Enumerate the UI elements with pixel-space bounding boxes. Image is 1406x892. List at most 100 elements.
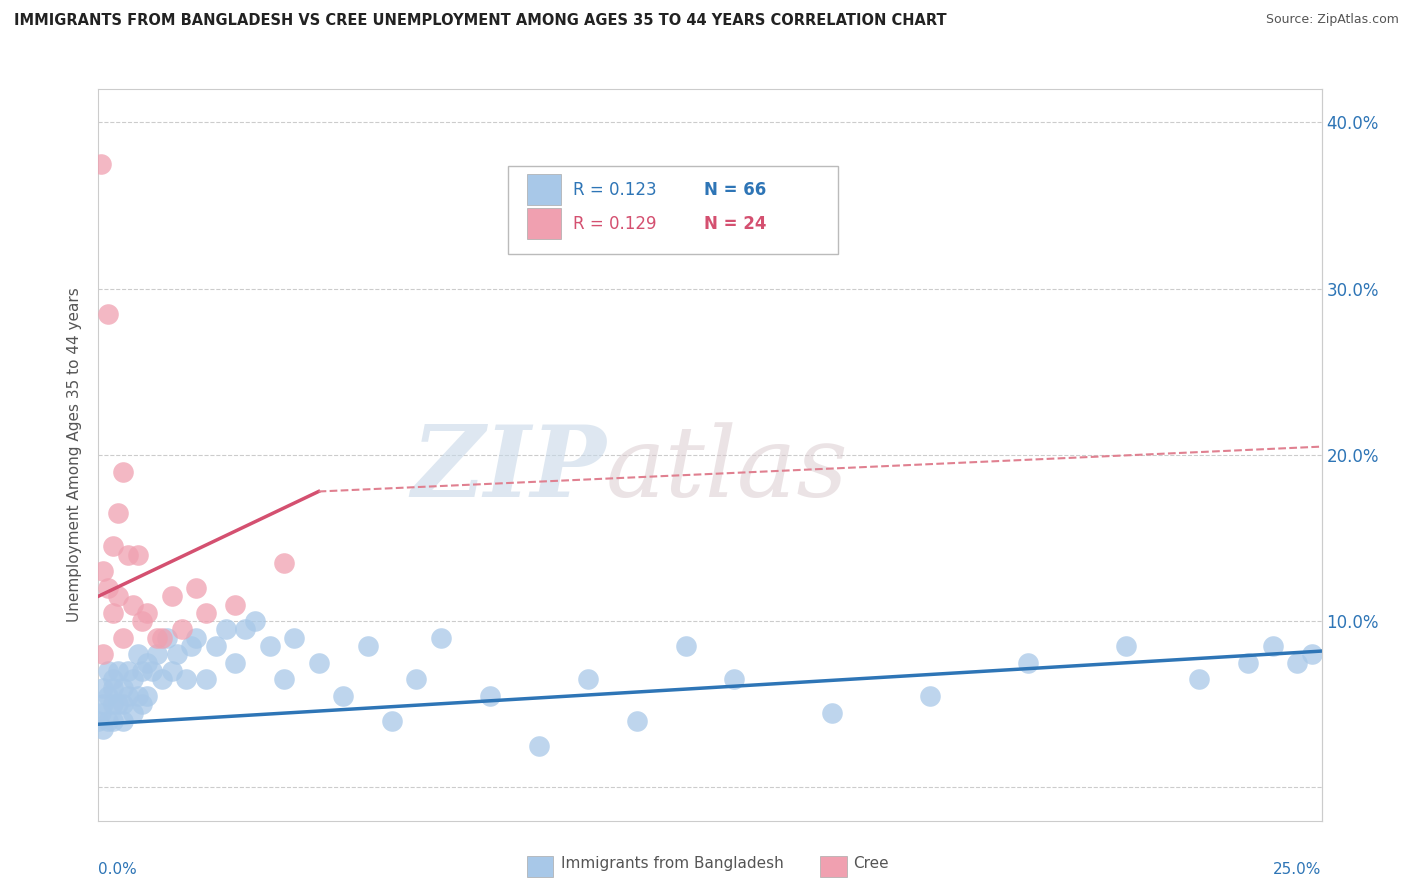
Point (224, 656, 246, 670)
Point (176, 673, 198, 687)
Point (478, 689, 501, 703)
Point (1017, 656, 1039, 670)
Text: 0.0%: 0.0% (98, 863, 138, 877)
Point (166, 648, 188, 662)
Point (97, 664, 120, 678)
FancyBboxPatch shape (527, 174, 561, 205)
Text: N = 24: N = 24 (704, 215, 766, 233)
Point (920, 689, 942, 703)
Point (332, 689, 354, 703)
Point (214, 623, 236, 637)
Point (150, 631, 173, 645)
Point (180, 639, 202, 653)
Point (273, 673, 295, 687)
Point (90, 706, 112, 720)
Point (90, 157, 112, 171)
Point (405, 673, 427, 687)
Point (91, 698, 114, 712)
Point (91, 723, 114, 737)
Point (107, 506, 129, 520)
Text: 25.0%: 25.0% (1274, 863, 1322, 877)
Point (224, 598, 246, 612)
Point (308, 656, 330, 670)
Point (195, 606, 218, 620)
Point (101, 606, 124, 620)
Point (101, 673, 124, 687)
Point (117, 689, 139, 703)
Point (1115, 639, 1137, 653)
Point (576, 673, 599, 687)
Point (821, 706, 844, 720)
Point (111, 714, 134, 728)
Point (131, 698, 153, 712)
Point (283, 631, 305, 645)
Point (527, 739, 550, 753)
Point (87, 714, 110, 728)
Point (675, 639, 697, 653)
Point (723, 673, 745, 687)
Point (1237, 656, 1260, 670)
Point (97, 581, 120, 595)
Point (430, 631, 453, 645)
Text: ZIP: ZIP (411, 421, 606, 517)
Point (146, 631, 169, 645)
Point (107, 589, 129, 603)
Point (131, 614, 153, 628)
Point (107, 698, 129, 712)
Point (111, 631, 134, 645)
Point (186, 631, 208, 645)
Point (101, 698, 124, 712)
Point (101, 714, 124, 728)
Text: atlas: atlas (606, 422, 849, 517)
Point (127, 689, 149, 703)
Point (259, 639, 281, 653)
Point (101, 681, 124, 695)
Point (1286, 656, 1309, 670)
Text: Immigrants from Bangladesh: Immigrants from Bangladesh (561, 856, 783, 871)
Point (156, 631, 179, 645)
Point (131, 664, 153, 678)
Point (111, 465, 134, 479)
FancyBboxPatch shape (820, 856, 846, 877)
Point (97, 689, 120, 703)
Point (121, 598, 143, 612)
Point (1301, 648, 1323, 662)
Point (127, 548, 149, 562)
Point (136, 689, 159, 703)
Text: R = 0.129: R = 0.129 (574, 215, 657, 233)
Point (107, 664, 129, 678)
Point (111, 698, 134, 712)
Point (150, 673, 173, 687)
Point (186, 581, 208, 595)
Point (97, 714, 120, 728)
Point (160, 664, 183, 678)
Text: IMMIGRANTS FROM BANGLADESH VS CREE UNEMPLOYMENT AMONG AGES 35 TO 44 YEARS CORREL: IMMIGRANTS FROM BANGLADESH VS CREE UNEMP… (14, 13, 946, 29)
Point (121, 706, 143, 720)
Point (170, 623, 193, 637)
Point (101, 539, 124, 553)
Point (233, 623, 256, 637)
Point (117, 548, 139, 562)
Y-axis label: Unemployment Among Ages 35 to 44 years: Unemployment Among Ages 35 to 44 years (67, 287, 83, 623)
Text: N = 66: N = 66 (704, 180, 766, 199)
Point (97, 307, 120, 321)
Point (136, 656, 159, 670)
Point (111, 681, 134, 695)
Text: R = 0.123: R = 0.123 (574, 180, 657, 199)
Point (381, 714, 404, 728)
Point (127, 648, 149, 662)
FancyBboxPatch shape (526, 856, 554, 877)
Text: Cree: Cree (853, 856, 889, 871)
Point (91, 681, 114, 695)
Point (273, 556, 295, 570)
Point (243, 614, 266, 628)
Point (146, 648, 169, 662)
Point (141, 664, 163, 678)
Point (121, 673, 143, 687)
Point (91, 648, 114, 662)
FancyBboxPatch shape (508, 166, 838, 253)
Point (356, 639, 378, 653)
FancyBboxPatch shape (527, 209, 561, 239)
Text: Source: ZipAtlas.com: Source: ZipAtlas.com (1265, 13, 1399, 27)
Point (626, 714, 648, 728)
